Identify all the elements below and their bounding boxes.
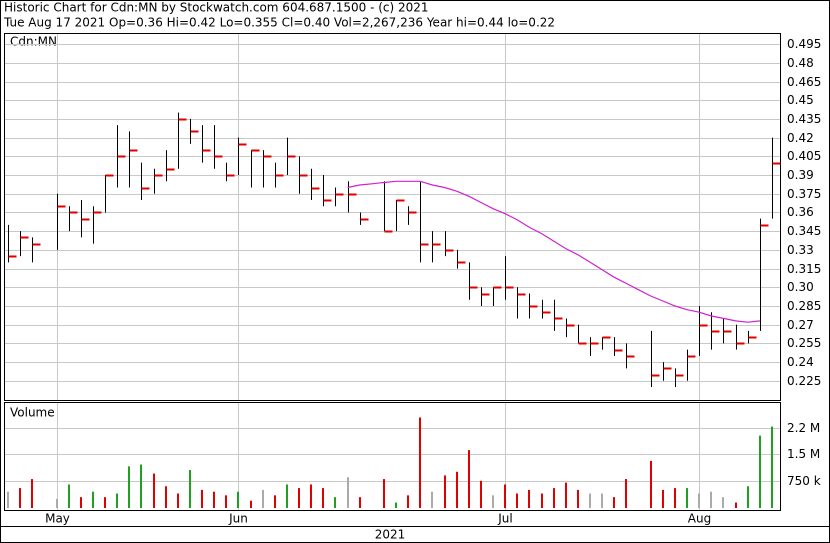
y-tick-label: 0.42 bbox=[787, 131, 814, 145]
volume-bar bbox=[541, 493, 543, 508]
volume-bar bbox=[177, 493, 179, 508]
volume-bar bbox=[407, 495, 409, 508]
price-panel bbox=[4, 33, 781, 401]
y-tick-label: 0.24 bbox=[787, 355, 814, 369]
volume-bar bbox=[7, 491, 9, 508]
y-tick-label: 0.48 bbox=[787, 56, 814, 70]
volume-bar bbox=[140, 464, 142, 508]
x-tick-label: Jul bbox=[497, 512, 512, 526]
y-tick-label: 0.36 bbox=[787, 205, 814, 219]
volume-bar bbox=[710, 491, 712, 508]
y-tick-label: 750 k bbox=[787, 474, 821, 488]
y-tick-label: 0.45 bbox=[787, 93, 814, 107]
volume-bar bbox=[322, 488, 324, 508]
volume-bar bbox=[431, 491, 433, 508]
x-tick-label: Jun bbox=[228, 512, 248, 526]
volume-bar bbox=[625, 479, 627, 508]
y-tick-label: 0.345 bbox=[787, 224, 821, 238]
volume-bar bbox=[735, 502, 737, 508]
volume-bar bbox=[553, 488, 555, 508]
volume-bar bbox=[56, 498, 58, 508]
volume-bar bbox=[116, 493, 118, 508]
y-tick-label: 0.435 bbox=[787, 112, 821, 126]
volume-bar bbox=[310, 484, 312, 508]
volume-bar bbox=[480, 480, 482, 508]
volume-label: Volume bbox=[10, 406, 55, 420]
volume-bar bbox=[662, 489, 664, 508]
symbol-label: Cdn:MN bbox=[10, 35, 57, 49]
y-tick-label: 0.315 bbox=[787, 262, 821, 276]
volume-bar bbox=[419, 417, 421, 508]
volume-bar bbox=[444, 475, 446, 508]
volume-bar bbox=[286, 484, 288, 508]
y-tick-label: 0.39 bbox=[787, 168, 814, 182]
volume-bar bbox=[722, 497, 724, 508]
volume-bar bbox=[395, 502, 397, 508]
marks bbox=[7, 112, 781, 508]
volume-bar bbox=[383, 479, 385, 508]
volume-bar bbox=[262, 489, 264, 508]
volume-bar bbox=[589, 493, 591, 508]
volume-bar bbox=[686, 488, 688, 508]
volume-bar bbox=[504, 484, 506, 508]
volume-bar bbox=[759, 435, 761, 508]
volume-bar bbox=[201, 489, 203, 508]
chart-subtitle: Tue Aug 17 2021 Op=0.36 Hi=0.42 Lo=0.355… bbox=[3, 16, 555, 30]
chart-title: Historic Chart for Cdn:MN by Stockwatch.… bbox=[4, 1, 429, 15]
volume-bar bbox=[698, 493, 700, 508]
volume-bar bbox=[334, 497, 336, 508]
volume-bar bbox=[347, 477, 349, 508]
volume-bar bbox=[613, 497, 615, 508]
grid: 0.225 0.24 0.255 0.27 0.285 0.30 0.315 0.33 0.34… bbox=[5, 34, 821, 526]
y-tick-label: 0.495 bbox=[787, 37, 821, 51]
moving-average bbox=[347, 180, 760, 323]
volume-bar bbox=[225, 495, 227, 508]
volume-bar bbox=[456, 471, 458, 508]
x-tick-label: Aug bbox=[688, 512, 711, 526]
volume-bar bbox=[68, 484, 70, 508]
y-tick-label: 0.405 bbox=[787, 149, 821, 163]
volume-bar bbox=[92, 491, 94, 508]
volume-bar bbox=[577, 489, 579, 508]
volume-bar bbox=[250, 500, 252, 508]
volume-bar bbox=[650, 460, 652, 508]
y-tick-label: 0.225 bbox=[787, 374, 821, 388]
volume-bar bbox=[189, 469, 191, 508]
y-tick-label: 1.5 M bbox=[787, 447, 820, 461]
volume-bar bbox=[31, 479, 33, 508]
y-tick-label: 0.255 bbox=[787, 336, 821, 350]
year-label: 2021 bbox=[375, 528, 406, 542]
y-tick-label: 0.465 bbox=[787, 75, 821, 89]
y-tick-label: 0.27 bbox=[787, 318, 814, 332]
y-tick-label: 0.285 bbox=[787, 299, 821, 313]
volume-bar bbox=[153, 473, 155, 508]
y-tick-label: 0.375 bbox=[787, 187, 821, 201]
volume-bar bbox=[565, 482, 567, 508]
y-tick-label: 0.33 bbox=[787, 243, 814, 257]
volume-bar bbox=[298, 488, 300, 508]
volume-bar bbox=[601, 493, 603, 508]
volume-bar bbox=[165, 486, 167, 508]
volume-bar bbox=[528, 489, 530, 508]
volume-bar bbox=[359, 497, 361, 508]
volume-panel bbox=[4, 402, 781, 511]
volume-bar bbox=[104, 497, 106, 508]
volume-bar bbox=[771, 426, 773, 508]
y-tick-label: 2.2 M bbox=[787, 421, 820, 435]
x-tick-label: May bbox=[45, 512, 70, 526]
volume-bar bbox=[237, 491, 239, 508]
y-tick-label: 0.30 bbox=[787, 280, 814, 294]
volume-bar bbox=[516, 493, 518, 508]
volume-bar bbox=[19, 488, 21, 508]
volume-bar bbox=[674, 488, 676, 508]
volume-bar bbox=[747, 486, 749, 508]
volume-bar bbox=[492, 495, 494, 508]
volume-bar bbox=[213, 491, 215, 508]
volume-bar bbox=[80, 497, 82, 508]
volume-bar bbox=[468, 450, 470, 508]
volume-bar bbox=[274, 495, 276, 508]
volume-bar bbox=[128, 466, 130, 508]
